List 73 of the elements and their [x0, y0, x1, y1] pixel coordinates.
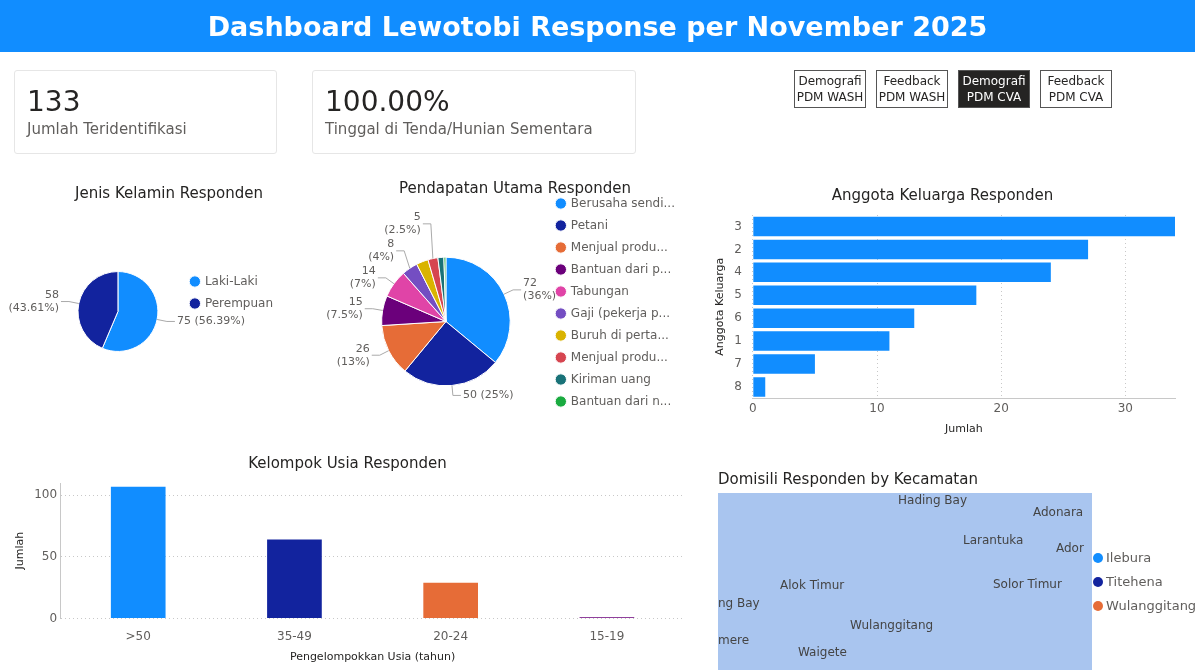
legend-label: Laki-Laki	[204, 273, 258, 288]
bar	[753, 239, 1089, 260]
bar	[267, 539, 322, 618]
data-label: 8 (4%)	[368, 237, 395, 264]
bar	[753, 262, 1051, 283]
map-picture: Hading Bay Larantuka Adonara Ador Alok Timur Solor Timur ng Bay Wulanggitang mere Waigete	[718, 493, 1092, 670]
text: Feedback PDM WASH	[877, 73, 947, 105]
y-tick-label: 50	[41, 548, 58, 563]
legend-label: Gaji (pekerja p...	[570, 305, 671, 320]
y-axis-title: Jumlah	[13, 531, 27, 571]
x-tick-label: 0	[749, 400, 757, 415]
bar	[753, 308, 915, 328]
legend-label: Menjual produ...	[570, 239, 668, 254]
bar	[753, 354, 815, 374]
x-tick-label: 15-19	[589, 628, 625, 643]
bar	[753, 377, 766, 397]
y-tick-label: 8	[734, 379, 742, 394]
category-label: Titehena	[1106, 574, 1163, 589]
bar	[423, 582, 478, 618]
legend-label: Tabungan	[569, 283, 629, 298]
data-label: 5 (2.5%)	[384, 210, 421, 237]
x-axis-title: Pengelompokkan Usia (tahun)	[289, 650, 456, 664]
data-label: 72 (36%)	[523, 276, 557, 303]
chart-title: Jenis Kelamin Responden	[74, 183, 263, 202]
y-tick-label: 0	[49, 610, 58, 625]
x-tick-label: 35-49	[277, 628, 312, 643]
x-tick-label: 20	[993, 400, 1009, 415]
category-label: Wulanggitang	[1106, 598, 1195, 613]
y-tick-label: 2	[734, 241, 742, 256]
bar	[753, 216, 1175, 237]
legend-label: Berusaha sendi...	[570, 195, 675, 210]
y-tick-label: 6	[734, 310, 742, 325]
category-label: Jumlah Teridentifikasi	[27, 120, 188, 138]
y-tick-label: 3	[734, 218, 742, 233]
data-label: 58 (43.61%)	[8, 287, 59, 314]
text: Demografi PDM WASH	[795, 73, 865, 105]
bar	[110, 486, 166, 618]
bar	[753, 331, 890, 351]
y-tick-label: 1	[734, 333, 742, 348]
data-label: 133	[27, 85, 82, 118]
y-tick-label: 5	[734, 287, 742, 302]
bar	[753, 285, 977, 305]
text: Dashboard Lewotobi Response per November 2025	[0, 0, 1195, 52]
legend-label: Bantuan dari n...	[570, 393, 672, 408]
data-label: 50 (25%)	[462, 388, 514, 402]
text: Demografi PDM CVA	[959, 73, 1029, 105]
text: Feedback PDM CVA	[1041, 73, 1111, 105]
x-axis-title: Jumlah	[944, 422, 983, 436]
chart-title: Anggota Keluarga Responden	[831, 185, 1054, 204]
data-label: 15 (7.5%)	[326, 295, 363, 322]
data-label: 75 (56.39%)	[176, 314, 245, 328]
x-tick-label: >50	[125, 628, 151, 643]
x-tick-label: 10	[869, 400, 885, 415]
x-tick-label: 30	[1117, 400, 1133, 415]
category-label: Tinggal di Tenda/Hunian Sementara	[325, 120, 594, 138]
legend-label: Petani	[570, 217, 609, 232]
legend-label: Bantuan dari p...	[570, 261, 672, 276]
data-label: 26 (13%)	[336, 341, 370, 368]
legend-label: Perempuan	[204, 295, 274, 310]
category-label: Ilebura	[1106, 550, 1152, 565]
legend-label: Buruh di perta...	[570, 327, 669, 342]
chart-title: Pendapatan Utama Responden	[399, 178, 631, 197]
chart-title: Kelompok Usia Responden	[248, 453, 447, 472]
y-axis-title: Anggota Keluarga	[713, 257, 727, 356]
data-label: 14 (7%)	[349, 264, 376, 291]
legend-label: Menjual produ...	[570, 349, 668, 364]
data-label: 100.00%	[325, 85, 451, 118]
text: Domisili Responden by Kecamatan	[718, 470, 978, 488]
x-tick-label: 20-24	[433, 628, 469, 643]
legend-label: Kiriman uang	[570, 371, 651, 386]
y-tick-label: 4	[734, 264, 742, 279]
y-tick-label: 100	[34, 487, 58, 502]
y-tick-label: 7	[734, 356, 742, 371]
